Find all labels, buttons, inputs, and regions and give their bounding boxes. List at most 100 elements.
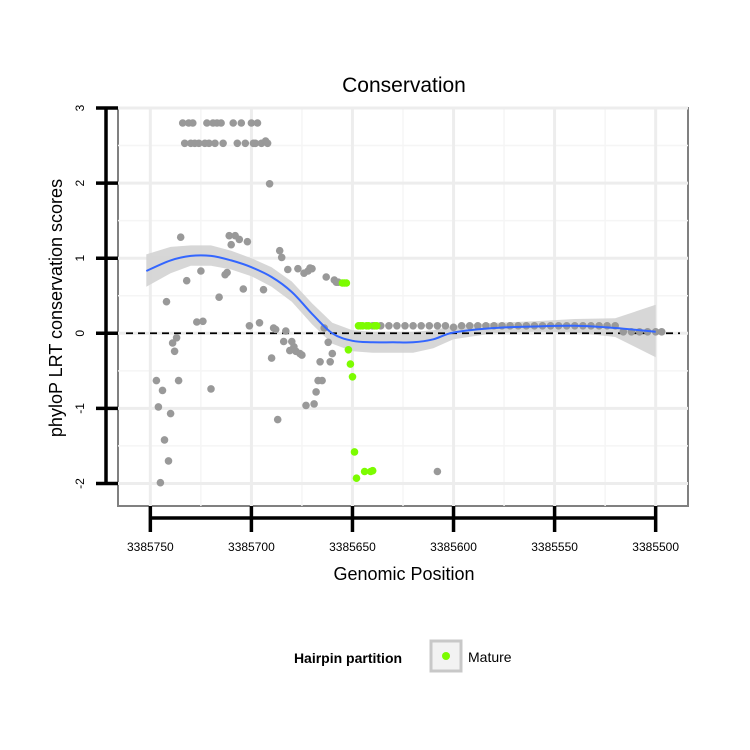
data-point [195, 139, 203, 148]
data-point [170, 347, 179, 356]
mature-point [360, 467, 369, 476]
data-point [223, 268, 231, 277]
data-point [328, 349, 337, 358]
data-point [225, 231, 233, 240]
confidence-band-layer [146, 245, 656, 358]
data-point [308, 264, 316, 273]
data-point [294, 264, 302, 273]
data-point [154, 403, 163, 411]
data-point [180, 139, 189, 148]
confidence-band [146, 245, 656, 358]
data-point [474, 322, 482, 330]
data-point [273, 415, 282, 424]
data-point [393, 322, 401, 330]
legend-title: Hairpin partition [294, 650, 402, 666]
data-point [310, 400, 318, 408]
data-point [284, 265, 292, 274]
data-point [158, 386, 167, 395]
data-point [207, 385, 215, 393]
data-point [385, 322, 393, 330]
mature-point [364, 322, 373, 330]
data-point [417, 322, 426, 330]
mature-point [348, 373, 357, 381]
y-tick-label: 1 [73, 255, 87, 262]
axis-layer: 3385750 3385700 3385650 3385600 3385550 33855… [73, 104, 679, 554]
data-point [433, 322, 442, 330]
data-point [162, 297, 171, 306]
y-tick-label: 2 [73, 179, 87, 186]
data-point [174, 376, 183, 385]
data-point [219, 139, 227, 148]
data-point [255, 319, 264, 327]
data-point [263, 139, 272, 148]
data-point [205, 139, 213, 148]
mature-point [350, 448, 359, 456]
data-point [253, 119, 262, 127]
data-point [506, 322, 514, 330]
x-tick-label: 3385550 [531, 540, 578, 554]
x-tick-label: 3385600 [430, 540, 477, 554]
legend-key-mature-point [442, 652, 450, 660]
data-point [203, 119, 211, 127]
mature-point [372, 322, 381, 330]
data-point [243, 237, 252, 246]
data-point [215, 293, 223, 302]
data-point [193, 318, 201, 326]
mature-point [368, 466, 377, 475]
data-point [275, 246, 284, 255]
data-point [245, 322, 254, 330]
y-tick-label: 3 [73, 104, 87, 111]
data-point [277, 253, 286, 262]
data-point [197, 267, 205, 275]
data-point [241, 139, 250, 148]
data-point [211, 139, 219, 148]
mature-point [346, 360, 355, 368]
data-point [229, 119, 237, 127]
data-point [239, 285, 248, 293]
data-point [172, 334, 181, 342]
data-point [433, 467, 442, 476]
data-point [152, 376, 161, 385]
data-point [199, 317, 207, 326]
data-point [265, 180, 274, 188]
data-point [182, 276, 191, 285]
data-point [160, 436, 169, 444]
data-point [657, 328, 666, 336]
data-point [425, 322, 434, 330]
data-point [441, 322, 450, 330]
data-point [457, 322, 466, 330]
smooth-fit-line [145, 254, 656, 344]
data-point [267, 354, 276, 362]
data-point [217, 119, 225, 127]
data-point [514, 322, 522, 330]
data-point [233, 139, 242, 148]
data-point [465, 322, 474, 330]
data-point [326, 358, 335, 366]
data-point [271, 325, 280, 334]
data-point [619, 328, 628, 336]
data-point [302, 401, 310, 410]
data-point [156, 478, 165, 487]
y-axis-title: phyloP LRT conservation scores [46, 179, 66, 437]
chart-title: Conservation [342, 74, 466, 97]
data-point [401, 322, 409, 330]
data-point [168, 339, 177, 347]
data-point [312, 388, 320, 396]
legend-label-mature: Mature [468, 649, 512, 665]
data-point [227, 240, 235, 249]
data-point [164, 457, 173, 465]
data-point [259, 285, 268, 294]
y-tick-label: 0 [73, 330, 87, 337]
x-tick-label: 3385700 [228, 540, 275, 554]
data-point [409, 322, 417, 330]
data-point [320, 324, 329, 332]
data-point [247, 119, 256, 127]
x-tick-label: 3385650 [329, 540, 376, 554]
y-tick-label: -1 [73, 403, 87, 414]
data-point [449, 323, 458, 332]
data-point [316, 358, 324, 366]
data-point [298, 351, 306, 359]
point-layer [152, 119, 666, 487]
legend: Hairpin partition Mature [294, 639, 512, 673]
